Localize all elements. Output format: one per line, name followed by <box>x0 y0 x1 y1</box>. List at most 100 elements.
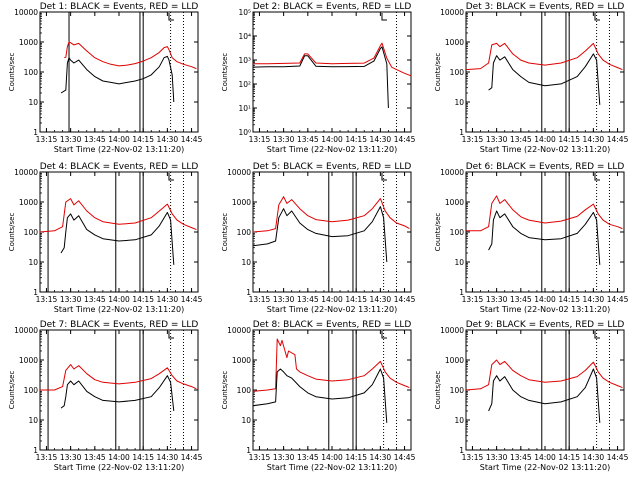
det-8-y-tick-label: 100 <box>237 386 252 395</box>
det-8-title: Det 8: BLACK = Events, RED = LLD <box>253 320 412 330</box>
det-2-y-tick-label: 10⁰ <box>238 128 251 137</box>
det-1-flag-marker <box>168 13 174 21</box>
det-1-y-axis-label: Counts/sec <box>8 53 16 92</box>
det-9-y-tick-label: 100 <box>450 386 465 395</box>
det-3-flag-marker <box>594 13 600 21</box>
det-2-flag-marker <box>381 13 387 21</box>
det-5-title: Det 5: BLACK = Events, RED = LLD <box>253 162 412 172</box>
det-9-y-tick-label: 10000 <box>440 326 464 335</box>
det-9-x-tick-label: 14:45 <box>607 453 629 462</box>
det-7-x-tick-label: 13:30 <box>60 453 82 462</box>
det-1-x-tick-label: 13:45 <box>84 135 106 144</box>
det-2-y-tick-label: 10¹ <box>238 104 251 113</box>
det-8-x-tick-label: 14:15 <box>345 453 367 462</box>
det-1-events-line <box>60 55 175 103</box>
det-5-flag-marker <box>381 173 387 181</box>
det-6-x-tick-label: 14:45 <box>607 295 629 304</box>
det-2-x-tick-label: 14:15 <box>345 135 367 144</box>
det-5-x-tick-label: 13:15 <box>249 295 271 304</box>
det-2-x-tick-label: 14:45 <box>394 135 416 144</box>
det-5-x-axis-label: Start Time (22-Nov-02 13:11:20) <box>267 305 397 314</box>
det-2-x-tick-label: 14:30 <box>370 135 392 144</box>
det-9-y-tick-label: 10 <box>454 416 464 425</box>
det-7-plot-frame <box>39 329 199 451</box>
det-6-events-line <box>488 210 601 265</box>
det-1-x-axis-label: Start Time (22-Nov-02 13:11:20) <box>54 145 184 154</box>
det-3-x-tick-label: 14:30 <box>583 135 605 144</box>
det-6-x-tick-label: 13:45 <box>510 295 532 304</box>
det-8-y-axis-label: Counts/sec <box>221 371 229 410</box>
det-9-x-tick-label: 14:15 <box>558 453 580 462</box>
det-3-x-axis-label: Start Time (22-Nov-02 13:11:20) <box>480 145 610 154</box>
det-5-y-tick-label: 10000 <box>227 168 251 177</box>
det-7-y-tick-label: 1000 <box>19 356 38 365</box>
det-3-y-tick-label: 10 <box>454 98 464 107</box>
det-1-x-tick-label: 14:00 <box>108 135 130 144</box>
det-6-title: Det 6: BLACK = Events, RED = LLD <box>466 162 625 172</box>
det-2-panel: Det 2: BLACK = Events, RED = LLD 10⁰ 10¹ 10… <box>221 2 416 154</box>
det-1-lld-line <box>64 41 197 70</box>
det-2-x-tick-label: 13:15 <box>249 135 271 144</box>
det-8-panel: Det 8: BLACK = Events, RED = LLD 1 10 100 10… <box>221 320 416 472</box>
det-2-y-tick-label: 10² <box>238 80 251 89</box>
det-6-x-tick-label: 14:30 <box>583 295 605 304</box>
det-9-x-tick-label: 14:30 <box>583 453 605 462</box>
det-3-x-tick-label: 13:30 <box>486 135 508 144</box>
det-4-y-tick-label: 1 <box>33 288 38 297</box>
det-4-x-tick-label: 13:30 <box>60 295 82 304</box>
det-9-lld-line <box>465 359 623 391</box>
det-5-x-tick-label: 13:45 <box>297 295 319 304</box>
det-3-y-tick-label: 1000 <box>445 38 464 47</box>
det-9-flag-marker <box>594 331 600 339</box>
det-5-y-tick-label: 1000 <box>232 198 251 207</box>
det-2-title: Det 2: BLACK = Events, RED = LLD <box>253 2 412 12</box>
det-2-x-tick-label: 13:30 <box>273 135 295 144</box>
det-7-y-tick-label: 10 <box>28 416 38 425</box>
det-2-events-line <box>252 46 389 109</box>
det-4-lld-line <box>39 198 197 233</box>
det-9-y-tick-label: 1 <box>459 446 464 455</box>
det-5-y-tick-label: 100 <box>237 228 252 237</box>
det-6-y-tick-label: 100 <box>450 228 465 237</box>
det-3-x-tick-label: 13:15 <box>462 135 484 144</box>
det-4-y-tick-label: 10000 <box>14 168 38 177</box>
det-9-panel: Det 9: BLACK = Events, RED = LLD 1 10 100 10… <box>434 320 629 472</box>
det-4-x-tick-label: 14:00 <box>108 295 130 304</box>
det-9-x-axis-label: Start Time (22-Nov-02 13:11:20) <box>480 463 610 472</box>
det-8-x-tick-label: 14:30 <box>370 453 392 462</box>
det-3-x-tick-label: 13:45 <box>510 135 532 144</box>
det-8-x-tick-label: 14:00 <box>321 453 343 462</box>
det-1-y-tick-label: 10 <box>28 98 38 107</box>
det-6-x-tick-label: 14:00 <box>534 295 556 304</box>
det-1-y-tick-label: 10000 <box>14 8 38 17</box>
det-1-title: Det 1: BLACK = Events, RED = LLD <box>40 2 199 12</box>
det-9-x-tick-label: 13:30 <box>486 453 508 462</box>
det-4-x-tick-label: 14:45 <box>181 295 203 304</box>
det-6-y-axis-label: Counts/sec <box>434 213 442 252</box>
det-3-plot-frame <box>465 11 625 133</box>
det-2-x-axis-label: Start Time (22-Nov-02 13:11:20) <box>267 145 397 154</box>
det-4-x-axis-label: Start Time (22-Nov-02 13:11:20) <box>54 305 184 314</box>
det-2-y-tick-label: 10⁴ <box>238 32 251 41</box>
det-6-x-tick-label: 13:15 <box>462 295 484 304</box>
det-1-x-tick-label: 13:30 <box>60 135 82 144</box>
det-8-events-line <box>252 368 388 423</box>
det-3-x-tick-label: 14:45 <box>607 135 629 144</box>
det-7-y-tick-label: 10000 <box>14 326 38 335</box>
det-4-x-tick-label: 13:45 <box>84 295 106 304</box>
det-4-y-axis-label: Counts/sec <box>8 213 16 252</box>
det-8-x-tick-label: 13:30 <box>273 453 295 462</box>
det-4-x-tick-label: 14:15 <box>132 295 154 304</box>
det-7-events-line <box>60 375 175 412</box>
det-5-x-tick-label: 13:30 <box>273 295 295 304</box>
det-5-x-tick-label: 14:30 <box>370 295 392 304</box>
det-1-y-tick-label: 1 <box>33 128 38 137</box>
det-5-x-tick-label: 14:15 <box>345 295 367 304</box>
det-3-y-axis-label: Counts/sec <box>434 53 442 92</box>
det-1-x-tick-label: 14:15 <box>132 135 154 144</box>
det-3-panel: Det 3: BLACK = Events, RED = LLD 1 10 100 10… <box>434 2 629 154</box>
det-1-x-tick-label: 14:45 <box>181 135 203 144</box>
det-3-x-tick-label: 14:15 <box>558 135 580 144</box>
det-6-y-tick-label: 10 <box>454 258 464 267</box>
